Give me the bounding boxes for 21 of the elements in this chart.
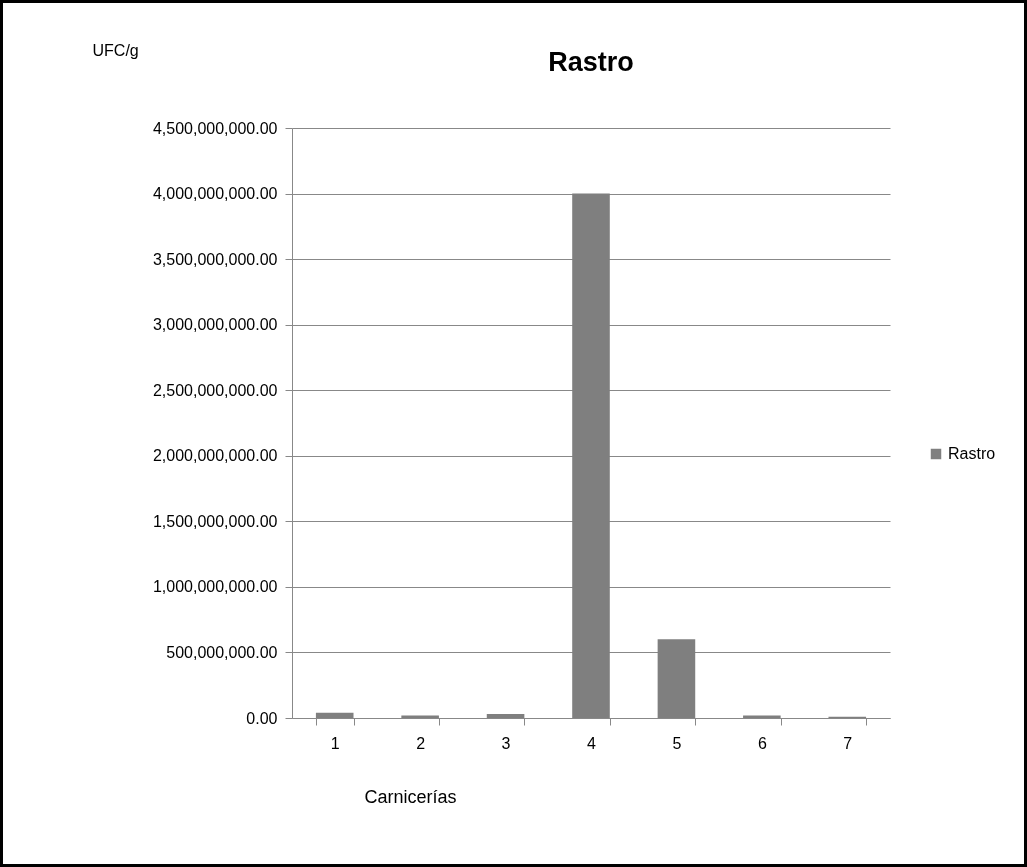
x-tick-label: 7 (843, 734, 853, 752)
y-tick-label: 2,500,000,000.00 (152, 381, 278, 399)
y-tick-label: 3,000,000,000.00 (152, 316, 278, 334)
x-tick-label: 5 (672, 734, 682, 752)
chart-title: Rastro (547, 47, 635, 78)
y-tick-label: 3,500,000,000.00 (152, 250, 278, 268)
y-tick-label: 1,000,000,000.00 (152, 578, 278, 596)
x-tick-label: 1 (330, 734, 340, 752)
y-tick-label: 1,500,000,000.00 (152, 512, 278, 530)
x-tick-label: 3 (501, 734, 511, 752)
x-tick-label: 6 (757, 734, 767, 752)
y-axis-title: UFC/g (92, 41, 139, 59)
y-tick-label: 4,000,000,000.00 (152, 185, 278, 203)
y-tick-label: 500,000,000.00 (166, 643, 278, 661)
y-tick-label: 2,000,000,000.00 (152, 447, 278, 465)
legend-label: Rastro (948, 445, 996, 462)
x-tick-label: 4 (587, 734, 597, 752)
y-tick-label: 0.00 (246, 709, 278, 727)
x-axis-title: Carnicerías (364, 786, 457, 807)
y-tick-label: 4,500,000,000.00 (152, 119, 278, 137)
x-tick-label: 2 (416, 734, 426, 752)
